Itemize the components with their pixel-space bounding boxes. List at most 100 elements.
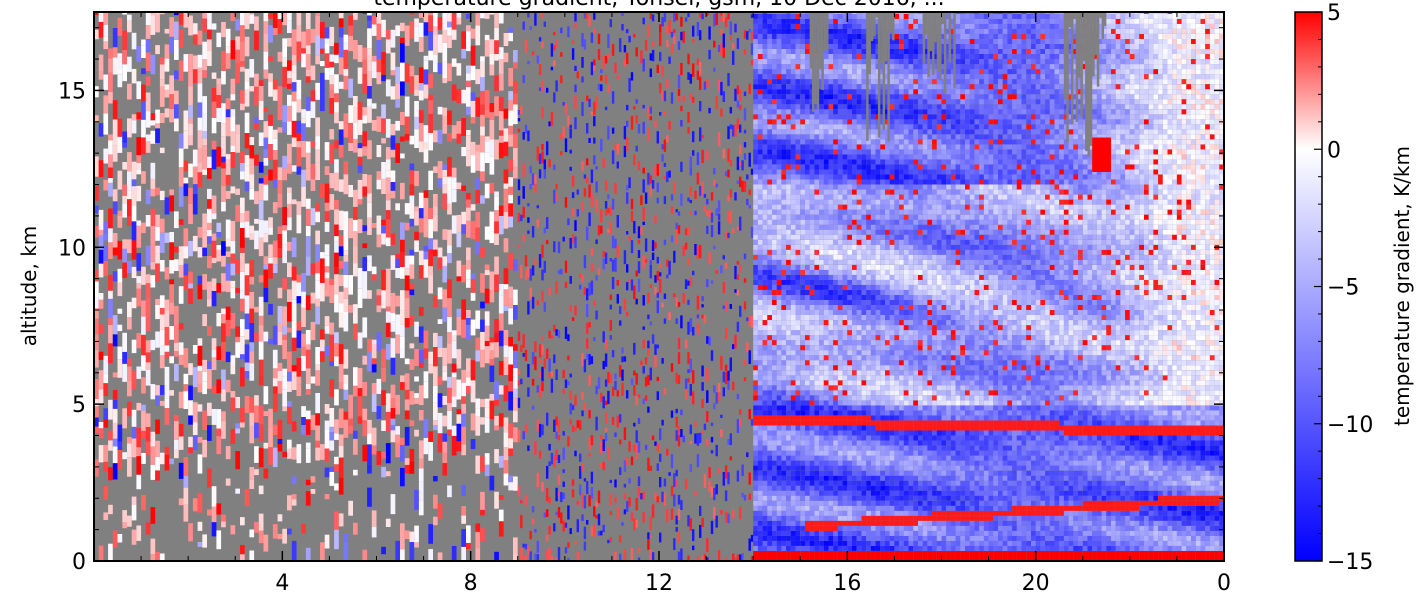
heatmap-cell — [772, 435, 777, 441]
heatmap-cell — [423, 60, 429, 70]
heatmap-cell — [699, 101, 702, 112]
heatmap-cell — [767, 520, 772, 526]
heatmap-cell — [677, 302, 681, 307]
heatmap-cell — [753, 54, 758, 59]
heatmap-cell — [145, 76, 151, 86]
heatmap-cell — [534, 341, 537, 353]
heatmap-cell — [642, 121, 645, 134]
heatmap-cell — [437, 287, 443, 300]
heatmap-cell — [338, 445, 344, 458]
heatmap-cell — [94, 318, 99, 335]
heatmap-cell — [367, 106, 372, 123]
heatmap-cell — [520, 105, 523, 115]
heatmap-cell — [823, 99, 829, 105]
heatmap-cell — [183, 110, 189, 131]
heatmap-cell — [586, 158, 589, 166]
heatmap-cell — [475, 211, 481, 228]
heatmap-cell — [409, 170, 415, 185]
heatmap-cell — [404, 426, 410, 446]
heatmap-cell — [503, 268, 509, 285]
heatmap-cell — [781, 520, 787, 526]
heatmap-cell — [823, 49, 829, 54]
heatmap-cell — [819, 164, 824, 170]
heatmap-cell — [484, 109, 490, 118]
heatmap-cell — [249, 269, 255, 277]
heatmap-cell — [661, 491, 664, 503]
heatmap-cell — [790, 79, 796, 85]
heatmap-cell — [819, 179, 824, 185]
heatmap-cell — [131, 179, 137, 187]
heatmap-cell — [786, 249, 791, 255]
heatmap-cell — [574, 95, 577, 109]
heatmap-cell — [757, 174, 763, 180]
heatmap-cell — [249, 467, 255, 480]
heatmap-cell — [656, 64, 659, 73]
heatmap-cell — [753, 134, 758, 140]
heatmap-cell — [108, 178, 113, 183]
heatmap-cell — [348, 394, 353, 406]
heatmap-cell — [762, 485, 768, 491]
heatmap-cell — [357, 288, 363, 308]
heatmap-cell — [263, 157, 269, 166]
heatmap-cell — [164, 84, 170, 90]
heatmap-cell — [522, 555, 525, 561]
heatmap-cell — [456, 321, 462, 336]
heatmap-cell — [767, 295, 772, 300]
heatmap-cell — [814, 415, 820, 421]
heatmap-cell — [174, 439, 179, 450]
heatmap-cell — [207, 208, 212, 223]
heatmap-cell — [776, 28, 782, 34]
heatmap-cell — [729, 211, 732, 224]
heatmap-cell — [790, 330, 796, 336]
heatmap-cell — [809, 410, 815, 416]
heatmap-cell — [404, 63, 410, 83]
heatmap-cell — [145, 369, 151, 386]
heatmap-cell — [732, 43, 735, 49]
heatmap-cell — [635, 145, 638, 152]
heatmap-cell — [767, 390, 772, 396]
heatmap-cell — [753, 89, 758, 95]
heatmap-cell — [753, 174, 758, 180]
heatmap-cell — [409, 531, 415, 542]
heatmap-cell — [103, 408, 109, 420]
heatmap-cell — [805, 124, 810, 130]
heatmap-cell — [776, 89, 782, 95]
heatmap-cell — [390, 233, 396, 245]
heatmap-cell — [805, 169, 810, 175]
heatmap-cell — [805, 159, 810, 165]
heatmap-cell — [748, 28, 751, 33]
heatmap-cell — [357, 219, 363, 234]
heatmap-cell — [772, 380, 777, 386]
heatmap-cell — [762, 264, 768, 270]
heatmap-cell — [786, 149, 791, 155]
heatmap-cell — [786, 94, 791, 100]
heatmap-cell — [263, 220, 269, 234]
heatmap-cell — [637, 278, 641, 292]
heatmap-cell — [767, 249, 772, 255]
heatmap-cell — [776, 455, 782, 461]
heatmap-cell — [762, 204, 768, 210]
heatmap-cell — [805, 480, 810, 486]
heatmap-cell — [240, 103, 245, 111]
heatmap-cell — [675, 430, 678, 441]
heatmap-cell — [680, 500, 683, 510]
heatmap-cell — [150, 178, 156, 189]
heatmap-cell — [571, 208, 575, 217]
heatmap-cell — [762, 295, 768, 300]
heatmap-cell — [823, 365, 829, 371]
heatmap-cell — [626, 311, 629, 317]
heatmap-cell — [640, 360, 643, 365]
heatmap-cell — [590, 280, 594, 295]
heatmap-cell — [122, 162, 127, 170]
heatmap-cell — [809, 199, 815, 205]
heatmap-cell — [809, 179, 815, 185]
heatmap-cell — [513, 350, 518, 369]
heatmap-cell — [574, 22, 577, 29]
heatmap-cell — [790, 415, 796, 421]
heatmap-cell — [334, 224, 339, 237]
heatmap-cell — [684, 17, 688, 22]
heatmap-cell — [503, 202, 509, 212]
heatmap-cell — [805, 445, 810, 451]
heatmap-cell — [800, 94, 805, 100]
